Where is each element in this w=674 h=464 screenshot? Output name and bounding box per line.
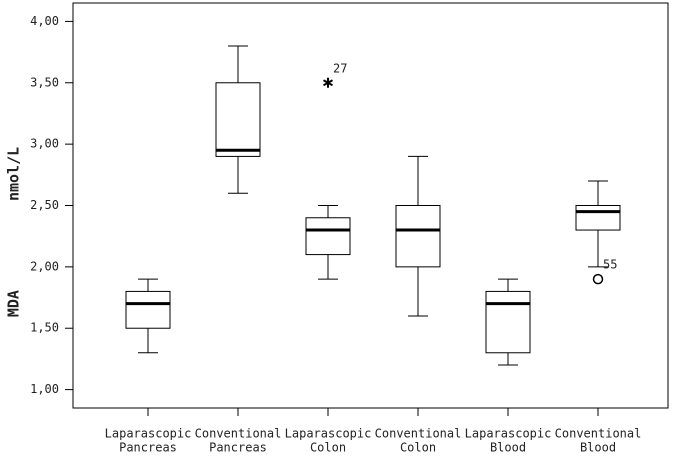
outlier-star bbox=[323, 77, 333, 88]
box bbox=[215, 82, 261, 157]
y-tick-label: 2,50 bbox=[30, 198, 59, 212]
box bbox=[485, 290, 531, 354]
box bbox=[125, 290, 171, 329]
x-tick-label: Laparascopic bbox=[285, 427, 372, 441]
y-tick-label: 2,00 bbox=[30, 259, 59, 273]
outlier-label: 55 bbox=[603, 258, 617, 272]
x-tick-label: Blood bbox=[490, 441, 526, 455]
x-tick-label: Laparascopic bbox=[465, 427, 552, 441]
x-tick-label: Conventional bbox=[375, 427, 462, 441]
y-tick-label: 3,50 bbox=[30, 75, 59, 89]
y-tick-label: 1,00 bbox=[30, 382, 59, 396]
y-tick-label: 1,50 bbox=[30, 321, 59, 335]
y-tick-label: 3,00 bbox=[30, 137, 59, 151]
x-tick-label: Pancreas bbox=[119, 441, 177, 455]
box bbox=[575, 205, 621, 231]
outlier-label: 27 bbox=[333, 61, 347, 75]
x-tick-label: Colon bbox=[310, 441, 346, 455]
x-tick-label: Conventional bbox=[555, 427, 642, 441]
box bbox=[305, 217, 351, 256]
y-axis-label: MDA nmol/L bbox=[5, 147, 23, 317]
x-tick-label: Blood bbox=[580, 441, 616, 455]
box bbox=[395, 205, 441, 268]
x-tick-label: Pancreas bbox=[209, 441, 267, 455]
x-tick-label: Laparascopic bbox=[105, 427, 192, 441]
y-tick-label: 4,00 bbox=[30, 14, 59, 28]
x-tick-label: Conventional bbox=[195, 427, 282, 441]
x-tick-label: Colon bbox=[400, 441, 436, 455]
outlier-circle bbox=[592, 273, 604, 285]
